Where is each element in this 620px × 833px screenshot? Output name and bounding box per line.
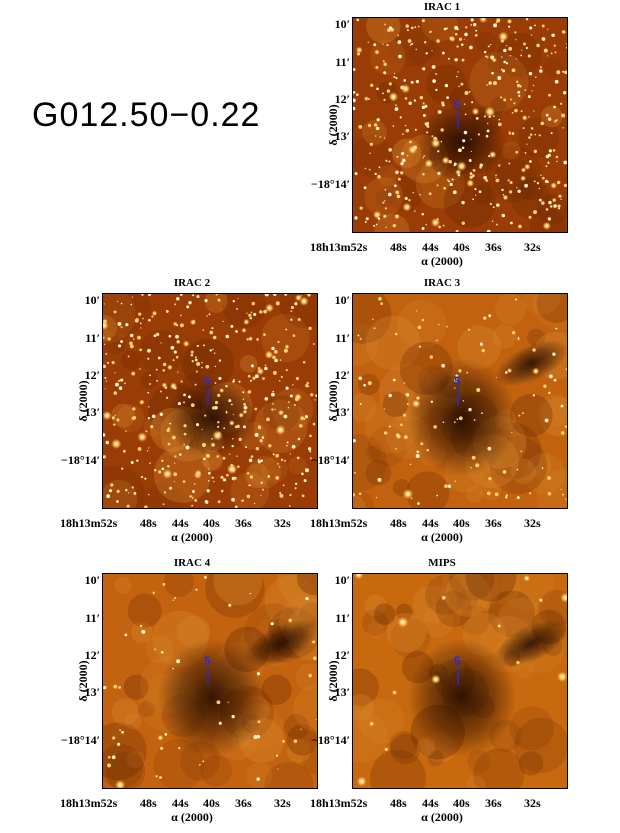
x-tick-label: 48s	[390, 516, 407, 530]
x-tick-row: 18h13m52s 48s 44s 40s 36s 32s	[300, 796, 584, 810]
x-tick-label: 32s	[524, 516, 541, 530]
sky-image: 5	[102, 573, 318, 789]
y-tick-label: 13′	[84, 405, 100, 419]
x-tick-row: 18h13m52s 48s 44s 40s 36s 32s	[300, 516, 584, 530]
sky-image-render: 5	[103, 574, 317, 788]
x-axis-label: α (2000)	[421, 810, 463, 824]
x-tick-label: 32s	[274, 796, 291, 810]
x-tick-label: 40s	[453, 516, 470, 530]
y-tick-label: 11′	[85, 331, 100, 345]
x-axis-label: α (2000)	[171, 530, 213, 544]
panel-mips: MIPS 5 10′ 11′ 12′ 13′ −18°14′ δ (2000) 18h13m52…	[300, 556, 584, 826]
y-axis-label: δ (2000)	[326, 104, 340, 146]
x-tick-label: 40s	[203, 516, 220, 530]
source-marker-label: 5	[204, 654, 211, 668]
panel-title: IRAC 3	[423, 277, 461, 289]
sky-image: 5	[102, 293, 318, 509]
x-tick-label: 48s	[140, 796, 157, 810]
sky-image-render: 5	[103, 294, 317, 508]
y-tick-label: 10′	[334, 17, 350, 31]
y-tick-label: 13′	[334, 129, 350, 143]
x-tick-label: 44s	[422, 796, 439, 810]
panel-irac-3: IRAC 3 5 10′ 11′ 12′ 13′ −18°14′ δ (2000) 18h13m…	[300, 276, 584, 546]
x-tick-label: 40s	[453, 796, 470, 810]
sky-image-render: 5	[353, 574, 567, 788]
y-tick-label: 13′	[84, 685, 100, 699]
source-marker-label: 5	[204, 374, 211, 388]
sky-image: 5	[352, 293, 568, 509]
x-tick-label: 48s	[390, 796, 407, 810]
y-tick-label: 10′	[334, 573, 350, 587]
source-marker-label: 5	[454, 98, 461, 112]
x-tick-label: 36s	[485, 796, 502, 810]
source-name-title: G012.50−0.22	[32, 96, 261, 134]
sky-image-render: 5	[353, 294, 567, 508]
x-tick-label: 36s	[485, 240, 502, 254]
y-tick-label: 12′	[334, 648, 350, 662]
x-tick-label: 36s	[235, 796, 252, 810]
x-tick-label: 44s	[172, 516, 189, 530]
panel-irac-2: IRAC 2 5 10′ 11′ 12′ 13′ −18°14′ δ (2000) 18h13m…	[50, 276, 334, 546]
x-tick-label: 36s	[235, 516, 252, 530]
x-tick-label: 44s	[422, 240, 439, 254]
x-tick-label: 18h13m52s	[310, 796, 368, 810]
source-marker-label: 5	[454, 374, 461, 388]
source-marker-label: 5	[454, 654, 461, 668]
y-tick-label: 10′	[84, 573, 100, 587]
y-axis-label: δ (2000)	[326, 660, 340, 702]
x-tick-label: 44s	[172, 796, 189, 810]
x-tick-label: 40s	[203, 796, 220, 810]
x-axis-label: α (2000)	[171, 810, 213, 824]
y-tick-label: 11′	[335, 611, 350, 625]
x-tick-label: 18h13m52s	[60, 516, 118, 530]
y-tick-label: 12′	[84, 648, 100, 662]
x-tick-label: 18h13m52s	[60, 796, 118, 810]
sky-image: 5	[352, 17, 568, 233]
x-tick-label: 44s	[422, 516, 439, 530]
y-axis-label: δ (2000)	[326, 380, 340, 422]
panel-title: IRAC 2	[173, 277, 211, 289]
y-tick-label: 13′	[334, 685, 350, 699]
panel-irac-4: IRAC 4 5 10′ 11′ 12′ 13′ −18°14′ δ (2000) 18h13m…	[50, 556, 334, 826]
y-tick-label: 11′	[335, 331, 350, 345]
y-tick-label: 13′	[334, 405, 350, 419]
panel-title: MIPS	[428, 557, 456, 569]
y-axis-label: δ (2000)	[76, 380, 90, 422]
y-tick-label: 11′	[85, 611, 100, 625]
y-tick-label: −18°14′	[310, 733, 350, 747]
y-axis-label: δ (2000)	[76, 660, 90, 702]
x-axis-label: α (2000)	[421, 530, 463, 544]
x-axis-label: α (2000)	[421, 254, 463, 268]
x-tick-label: 18h13m52s	[310, 240, 368, 254]
y-tick-label: −18°14′	[310, 453, 350, 467]
x-tick-label: 48s	[390, 240, 407, 254]
y-tick-label: −18°14′	[60, 453, 100, 467]
y-tick-label: 10′	[84, 293, 100, 307]
x-tick-label: 40s	[453, 240, 470, 254]
y-tick-label: 10′	[334, 293, 350, 307]
x-tick-row: 18h13m52s 48s 44s 40s 36s 32s	[300, 240, 584, 254]
x-tick-row: 18h13m52s 48s 44s 40s 36s 32s	[50, 516, 334, 530]
y-tick-label: 12′	[334, 368, 350, 382]
x-tick-row: 18h13m52s 48s 44s 40s 36s 32s	[50, 796, 334, 810]
y-tick-label: 12′	[84, 368, 100, 382]
x-tick-label: 18h13m52s	[310, 516, 368, 530]
panel-title: IRAC 1	[423, 1, 461, 13]
panel-title: IRAC 4	[173, 557, 211, 569]
y-tick-label: 12′	[334, 92, 350, 106]
y-tick-label: −18°14′	[310, 177, 350, 191]
x-tick-label: 32s	[274, 516, 291, 530]
sky-image: 5	[352, 573, 568, 789]
x-tick-label: 36s	[485, 516, 502, 530]
x-tick-label: 32s	[524, 796, 541, 810]
y-tick-label: −18°14′	[60, 733, 100, 747]
x-tick-label: 48s	[140, 516, 157, 530]
x-tick-label: 32s	[524, 240, 541, 254]
panel-irac-1: IRAC 1 5 10′ 11′ 12′ 13′ −18°14′ δ (2000) 18h13m…	[300, 0, 584, 270]
y-tick-label: 11′	[335, 55, 350, 69]
sky-image-render: 5	[353, 18, 567, 232]
